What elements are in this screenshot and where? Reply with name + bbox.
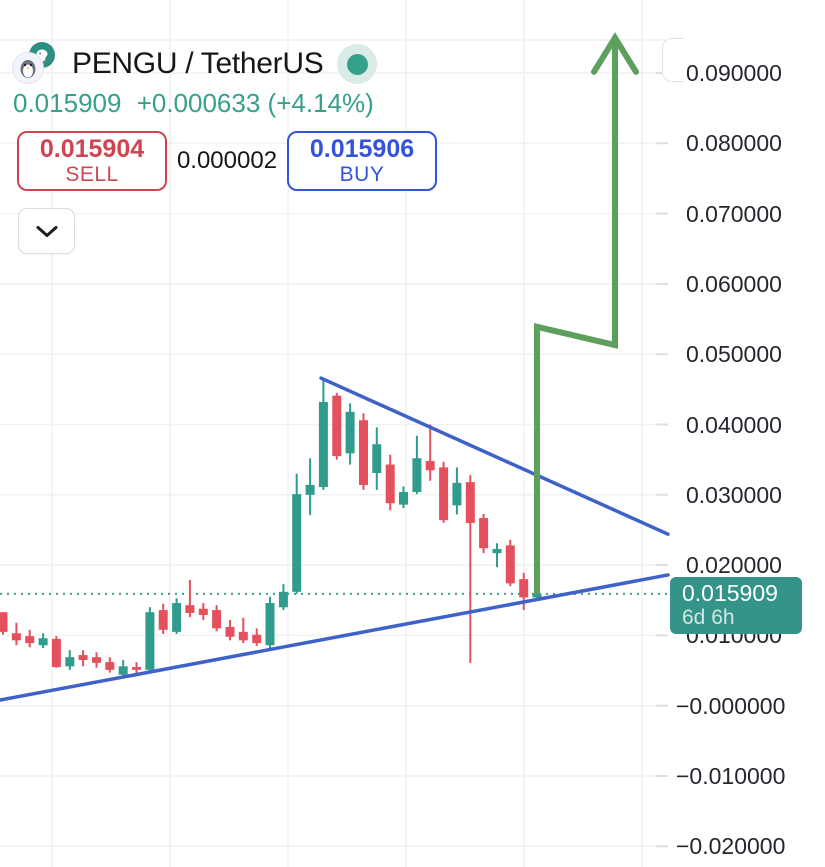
price-axis-label: 0.080000	[686, 130, 782, 157]
pengu-logo	[12, 42, 64, 86]
chevron-down-icon	[36, 225, 57, 237]
sell-price: 0.015904	[39, 134, 145, 163]
price-axis-label: −0.010000	[676, 763, 786, 789]
price-axis-label: 0.020000	[686, 552, 782, 579]
price-axis-label: 0.090000	[686, 60, 782, 86]
side-panel-handle[interactable]	[662, 38, 684, 82]
symbol-title[interactable]: PENGU / TetherUS	[72, 47, 324, 80]
price-axis-label: 0.060000	[686, 270, 782, 297]
price-axis-label: −0.020000	[676, 833, 786, 860]
price-axis-label: 0.050000	[686, 341, 782, 368]
badge-price: 0.015909	[682, 580, 778, 606]
current-price-badge[interactable]: 0.015909 6d 6h	[670, 577, 802, 634]
price-axis-label: 0.040000	[686, 411, 782, 438]
live-indicator-dot	[337, 44, 378, 84]
price-axis-label: 0.070000	[686, 200, 782, 227]
price-change-row: 0.015909 +0.000633 (+4.14%)	[13, 88, 382, 119]
order-panel: 0.015904 SELL 0.000002 0.015906 BUY	[17, 131, 437, 191]
buy-price: 0.015906	[309, 134, 415, 163]
collapse-toggle-button[interactable]	[18, 208, 75, 254]
sell-label: SELL	[65, 163, 119, 187]
chart-header: PENGU / TetherUS	[12, 42, 378, 86]
badge-countdown: 6d 6h	[682, 606, 735, 629]
price-axis-label: 0.030000	[686, 481, 782, 508]
spread-value: 0.000002	[176, 147, 278, 174]
buy-label: BUY	[339, 163, 385, 187]
last-price: 0.015909	[13, 88, 122, 118]
price-axis-label: −0.000000	[676, 692, 786, 719]
sell-button[interactable]: 0.015904 SELL	[17, 131, 167, 191]
buy-button[interactable]: 0.015906 BUY	[287, 131, 437, 191]
penguin-icon	[12, 52, 44, 84]
price-change: +0.000633 (+4.14%)	[136, 88, 374, 118]
